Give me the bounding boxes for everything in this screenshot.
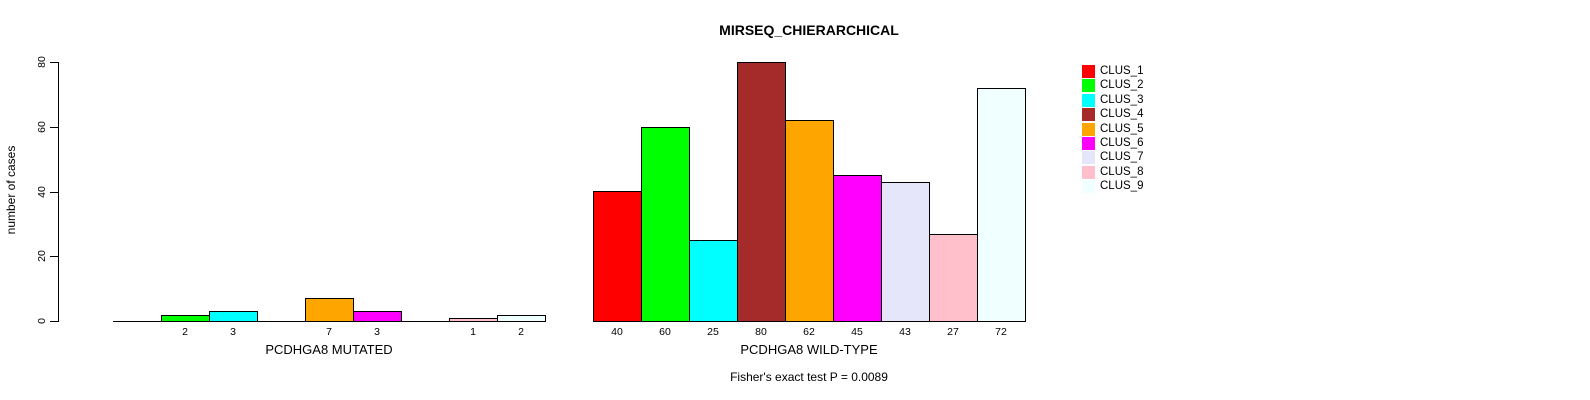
y-axis xyxy=(58,62,59,322)
legend-swatch-clus-2 xyxy=(1082,78,1095,92)
bar-value-label: 40 xyxy=(611,326,623,338)
bar-value-label: 27 xyxy=(947,326,959,338)
bar-clus-9-pcdhga8-mutated xyxy=(497,315,546,322)
bar-clus-4-pcdhga8-wild-type xyxy=(737,62,786,322)
bar-clus-8-pcdhga8-mutated xyxy=(449,318,498,322)
legend-item-clus-3: CLUS_3 xyxy=(1082,93,1143,107)
bar-value-label: 72 xyxy=(995,326,1007,338)
legend-item-clus-9: CLUS_9 xyxy=(1082,179,1143,193)
bar-clus-7-pcdhga8-wild-type xyxy=(881,182,930,322)
group-label-pcdhga8-wild-type: PCDHGA8 WILD-TYPE xyxy=(740,342,878,357)
bar-value-label: 43 xyxy=(899,326,911,338)
bar-value-label: 25 xyxy=(707,326,719,338)
y-tick xyxy=(50,256,58,257)
legend-label: CLUS_7 xyxy=(1100,151,1144,163)
y-tick xyxy=(50,321,58,322)
legend-label: CLUS_6 xyxy=(1100,137,1144,149)
bar-clus-2-pcdhga8-wild-type xyxy=(641,127,690,322)
legend-label: CLUS_9 xyxy=(1100,180,1144,192)
legend-label: CLUS_2 xyxy=(1100,79,1144,91)
legend-swatch-clus-9 xyxy=(1082,179,1095,193)
y-tick-label: 0 xyxy=(36,318,48,324)
legend-swatch-clus-7 xyxy=(1082,150,1095,164)
chart-title: MIRSEQ_CHIERARCHICAL xyxy=(719,22,899,38)
bar-clus-8-pcdhga8-wild-type xyxy=(929,234,978,322)
legend-swatch-clus-5 xyxy=(1082,122,1095,136)
bar-clus-2-pcdhga8-mutated xyxy=(161,315,210,322)
legend-label: CLUS_8 xyxy=(1100,166,1144,178)
bar-clus-6-pcdhga8-wild-type xyxy=(833,175,882,322)
legend-item-clus-2: CLUS_2 xyxy=(1082,78,1143,92)
bar-value-label: 3 xyxy=(374,326,380,338)
legend-swatch-clus-4 xyxy=(1082,107,1095,121)
y-tick-label: 60 xyxy=(36,121,48,133)
y-tick-label: 20 xyxy=(36,250,48,262)
legend-label: CLUS_4 xyxy=(1100,108,1144,120)
bar-value-label: 2 xyxy=(182,326,188,338)
legend-item-clus-7: CLUS_7 xyxy=(1082,150,1143,164)
legend-item-clus-4: CLUS_4 xyxy=(1082,107,1143,121)
legend-swatch-clus-3 xyxy=(1082,93,1095,107)
y-tick xyxy=(50,192,58,193)
bar-clus-3-pcdhga8-wild-type xyxy=(689,240,738,322)
legend-item-clus-6: CLUS_6 xyxy=(1082,136,1143,150)
y-tick-label: 40 xyxy=(36,186,48,198)
bar-value-label: 1 xyxy=(470,326,476,338)
bar-value-label: 7 xyxy=(326,326,332,338)
legend-swatch-clus-6 xyxy=(1082,136,1095,150)
legend-swatch-clus-8 xyxy=(1082,165,1095,179)
bar-value-label: 60 xyxy=(659,326,671,338)
bar-clus-1-pcdhga8-wild-type xyxy=(593,191,642,322)
bar-value-label: 45 xyxy=(851,326,863,338)
y-axis-label: number of cases xyxy=(4,145,18,235)
y-tick-label: 80 xyxy=(36,56,48,68)
legend-label: CLUS_3 xyxy=(1100,94,1144,106)
bar-value-label: 80 xyxy=(755,326,767,338)
legend-swatch-clus-1 xyxy=(1082,64,1095,78)
y-tick xyxy=(50,62,58,63)
legend-item-clus-8: CLUS_8 xyxy=(1082,165,1143,179)
group-label-pcdhga8-mutated: PCDHGA8 MUTATED xyxy=(265,342,393,357)
legend-item-clus-1: CLUS_1 xyxy=(1082,64,1143,78)
bar-clus-3-pcdhga8-mutated xyxy=(209,311,258,322)
bar-clus-9-pcdhga8-wild-type xyxy=(977,88,1026,322)
legend-item-clus-5: CLUS_5 xyxy=(1082,122,1143,136)
bar-value-label: 2 xyxy=(518,326,524,338)
legend-label: CLUS_5 xyxy=(1100,123,1144,135)
bar-clus-5-pcdhga8-wild-type xyxy=(785,120,834,322)
bar-clus-5-pcdhga8-mutated xyxy=(305,298,354,322)
y-tick xyxy=(50,127,58,128)
bar-value-label: 3 xyxy=(230,326,236,338)
legend-label: CLUS_1 xyxy=(1100,65,1144,77)
fisher-test-note: Fisher's exact test P = 0.0089 xyxy=(730,370,888,384)
bar-value-label: 62 xyxy=(803,326,815,338)
bar-clus-6-pcdhga8-mutated xyxy=(353,311,402,322)
